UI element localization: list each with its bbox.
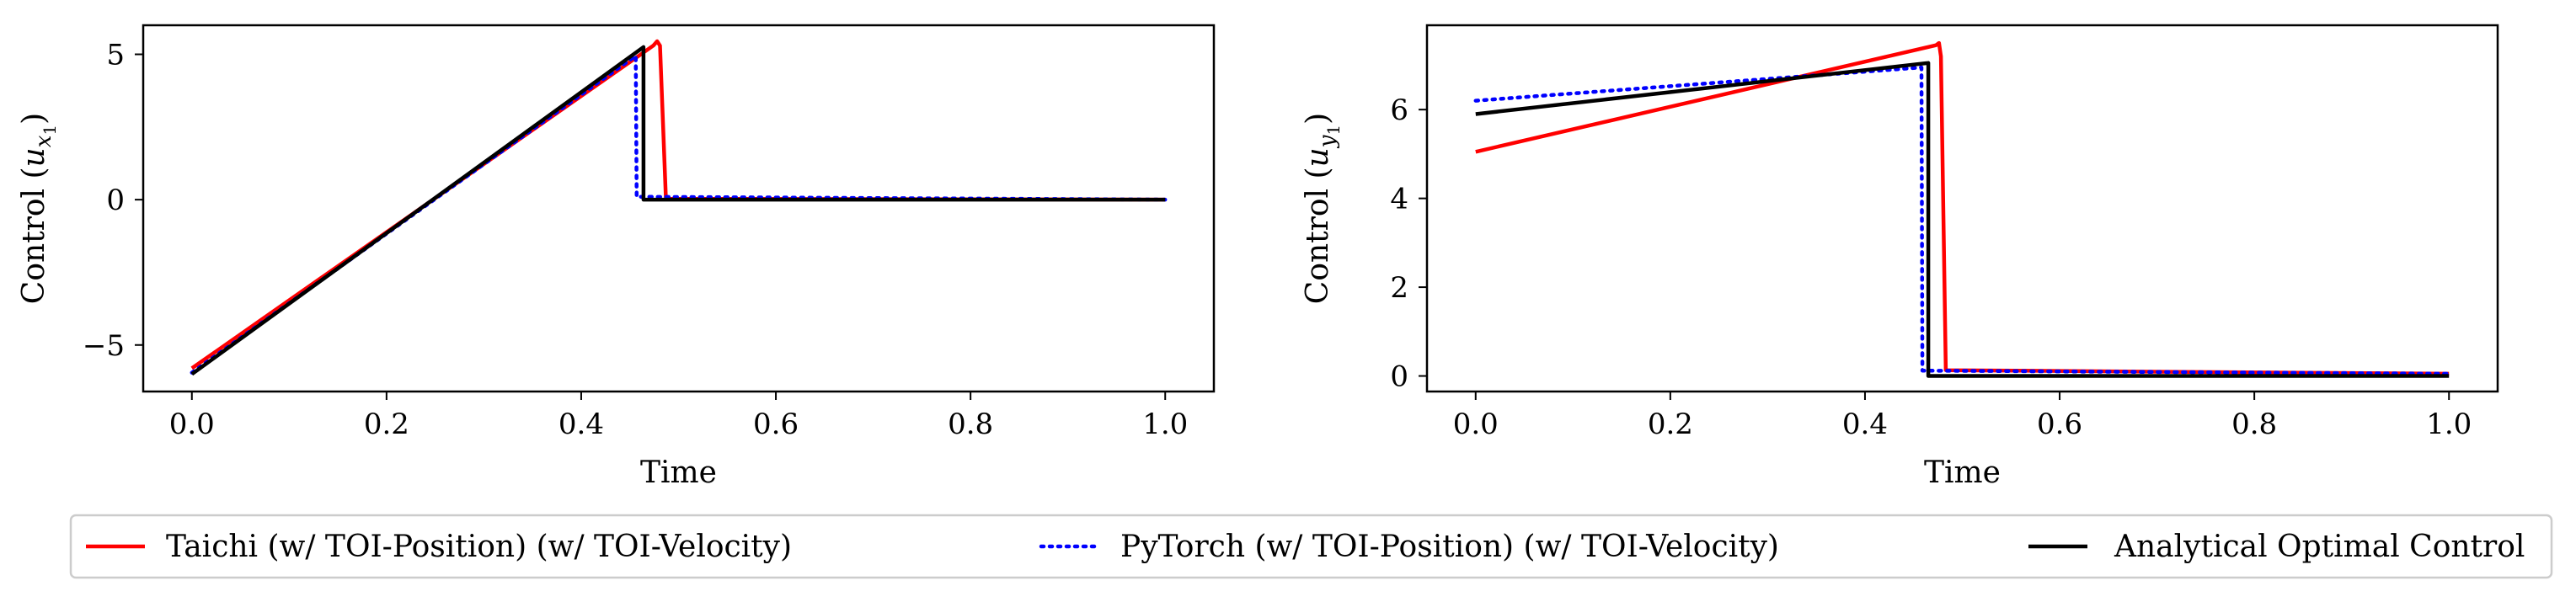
x-tick-label: 0.0 <box>169 408 215 441</box>
x-tick-label: 0.4 <box>1842 408 1888 441</box>
x-tick-label: 0.8 <box>948 408 993 441</box>
x-axis-label-ux1: Time <box>640 455 717 490</box>
x-tick-label: 1.0 <box>2426 408 2472 441</box>
y-tick-label: 4 <box>1390 183 1408 216</box>
chart-uy1: 0.0 0.2 0.4 0.6 0.8 1.0 0 2 4 6 Time Control (uy1… <box>1301 24 2499 490</box>
y-axis-label-main: Control ( <box>17 167 51 304</box>
x-tick-label: 1.0 <box>1142 408 1188 441</box>
y-axis-label-subsub: 1 <box>1323 125 1344 136</box>
y-axis-label-uy1: Control (uy1) <box>1301 113 1344 304</box>
x-tick-label: 0.4 <box>558 408 604 441</box>
ticks-ux1: 0.0 0.2 0.4 0.6 0.8 1.0 −5 0 5 <box>83 39 1188 441</box>
x-tick-label: 0.6 <box>2037 408 2082 441</box>
legend-box <box>69 514 2553 579</box>
y-axis-label-sub: x <box>31 135 56 147</box>
series-line-pytorch-ux1 <box>190 53 1168 375</box>
series-line-taichi-uy1 <box>1475 40 2450 376</box>
series-line-taichi-ux1 <box>190 39 1166 370</box>
y-tick-label: 0 <box>106 184 125 217</box>
legend-label-taichi: Taichi (w/ TOI-Position) (w/ TOI-Velocit… <box>166 530 792 564</box>
x-tick-label: 0.6 <box>753 408 799 441</box>
legend-label-pytorch: PyTorch (w/ TOI-Position) (w/ TOI-Veloci… <box>1120 530 1779 564</box>
plot-frame-ux1 <box>142 24 1216 393</box>
x-tick-label: 0.0 <box>1453 408 1499 441</box>
y-axis-label-var: u <box>1301 147 1335 167</box>
y-tick-label: 0 <box>1390 360 1408 394</box>
x-tick-label: 0.2 <box>1648 408 1693 441</box>
y-tick-label: −5 <box>83 329 125 363</box>
y-tick-label: 6 <box>1390 93 1408 127</box>
x-tick-label: 0.8 <box>2231 408 2277 441</box>
legend: Taichi (w/ TOI-Position) (w/ TOI-Velocit… <box>69 514 2553 579</box>
series-line-pytorch-uy1 <box>1473 65 2451 376</box>
series-layer-uy1 <box>1473 40 2451 378</box>
ticks-uy1: 0.0 0.2 0.4 0.6 0.8 1.0 0 2 4 6 <box>1390 93 2472 441</box>
series-layer-ux1 <box>190 39 1168 376</box>
chart-ux1: 0.0 0.2 0.4 0.6 0.8 1.0 −5 0 5 Time Control (ux1… <box>17 24 1216 490</box>
x-axis-label-uy1: Time <box>1924 455 2001 490</box>
y-axis-label-sub: y <box>1315 135 1340 148</box>
y-axis-label-main: Control ( <box>1301 167 1335 304</box>
y-tick-label: 5 <box>106 39 125 72</box>
y-axis-label-subsub: 1 <box>40 125 60 136</box>
series-line-analytical-uy1 <box>1475 61 2450 378</box>
plot-frame-uy1 <box>1425 24 2499 393</box>
y-axis-label-var: u <box>17 147 51 167</box>
y-axis-label-close: ) <box>1301 113 1335 125</box>
y-axis-label-ux1: Control (ux1) <box>17 113 60 304</box>
y-tick-label: 2 <box>1390 271 1408 305</box>
x-tick-label: 0.2 <box>364 408 409 441</box>
series-line-analytical-ux1 <box>190 45 1166 376</box>
legend-label-analytical: Analytical Optimal Control <box>2114 530 2525 564</box>
y-axis-label-close: ) <box>17 113 51 125</box>
